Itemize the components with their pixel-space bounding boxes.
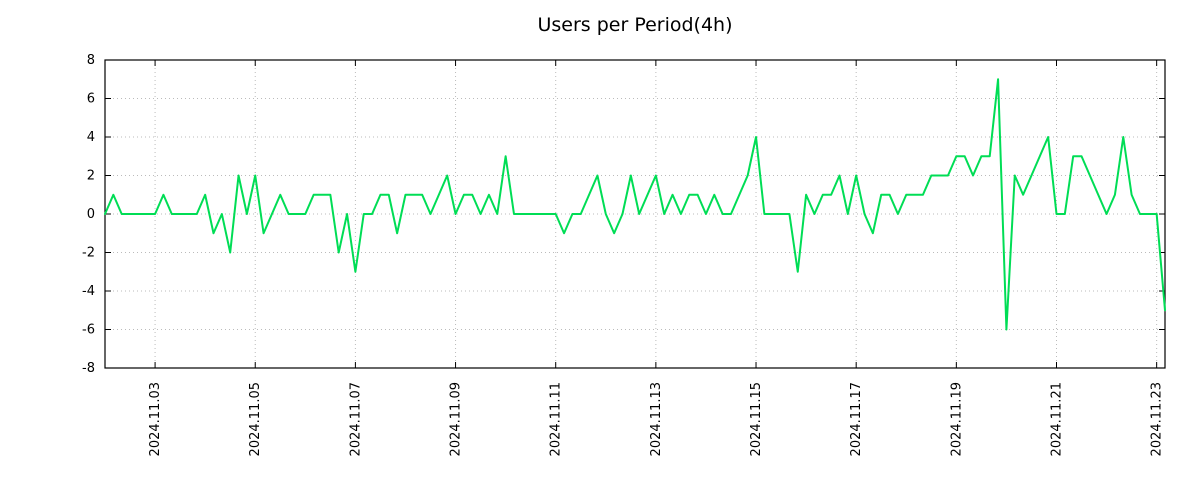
x-tick-label: 2024.11.07 [348, 382, 363, 456]
x-tick-label: 2024.11.11 [549, 382, 564, 456]
x-tick-label: 2024.11.21 [1049, 382, 1064, 456]
y-tick-label: 2 [87, 169, 95, 184]
chart-title: Users per Period(4h) [537, 14, 733, 36]
x-tick-label: 2024.11.09 [449, 382, 464, 456]
y-tick-label: 4 [87, 130, 95, 145]
x-tick-label: 2024.11.03 [148, 382, 163, 456]
y-tick-label: -6 [82, 323, 95, 338]
x-tick-label: 2024.11.15 [749, 382, 764, 456]
y-tick-label: -2 [82, 246, 95, 261]
y-tick-label: -4 [82, 284, 95, 299]
y-tick-label: 0 [87, 207, 95, 222]
y-tick-label: 8 [87, 53, 95, 68]
x-tick-label: 2024.11.23 [1150, 382, 1165, 456]
x-tick-label: 2024.11.13 [649, 382, 664, 456]
y-tick-label: -8 [82, 361, 95, 376]
x-tick-label: 2024.11.05 [248, 382, 263, 456]
y-tick-label: 6 [87, 92, 95, 107]
x-tick-label: 2024.11.17 [849, 382, 864, 456]
series-line-users [104, 78, 1166, 331]
x-tick-label: 2024.11.19 [949, 382, 964, 456]
